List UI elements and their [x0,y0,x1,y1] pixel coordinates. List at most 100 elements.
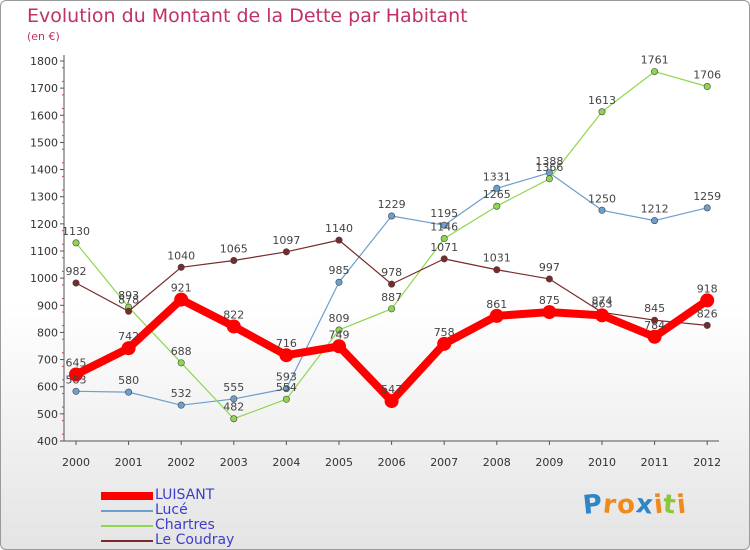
data-label-luc-: 532 [171,387,192,400]
data-label-luisant: 716 [276,337,297,350]
data-label-chartres: 1706 [693,69,721,82]
data-point-chartres [651,68,659,76]
legend-swatch [101,539,153,542]
y-tick-label: 1700 [30,82,58,95]
data-point-chartres [72,239,80,247]
data-label-luisant: 749 [329,328,350,341]
data-point-luisant [279,348,294,363]
data-label-le-coudray: 1031 [483,252,511,265]
chart-title: Evolution du Montant de la Dette par Hab… [27,5,468,27]
legend-label: Chartres [155,517,215,533]
data-point-le-coudray [177,263,185,271]
data-label-chartres: 1146 [430,221,458,234]
data-point-luisant [489,308,504,323]
data-label-chartres: 1265 [483,188,511,201]
x-tick-label: 2008 [483,456,511,469]
data-label-le-coudray: 1071 [430,241,458,254]
data-label-le-coudray: 1097 [272,234,300,247]
data-label-luisant: 921 [171,282,192,295]
data-point-le-coudray [440,255,448,263]
data-point-luisant [174,292,189,307]
data-label-chartres: 482 [223,401,244,414]
data-label-luc-: 1212 [641,203,669,216]
data-label-luisant: 822 [223,308,244,321]
x-tick-label: 2007 [430,456,458,469]
x-tick-label: 2010 [588,456,616,469]
data-label-le-coudray: 1065 [220,243,248,256]
data-point-le-coudray [125,307,133,315]
data-label-le-coudray: 978 [381,266,402,279]
data-point-chartres [177,359,185,367]
data-label-chartres: 809 [329,312,350,325]
x-tick-label: 2011 [641,456,669,469]
data-label-le-coudray: 826 [697,307,718,320]
data-point-luisant [384,394,399,409]
data-label-luisant: 742 [118,330,139,343]
data-label-luc-: 1250 [588,192,616,205]
y-tick-label: 1400 [30,164,58,177]
data-point-le-coudray [493,266,501,274]
data-label-luc-: 593 [276,371,297,384]
data-label-luc-: 555 [223,381,244,394]
data-point-le-coudray [703,321,711,329]
proxiti-logo: Proxiti [581,489,689,521]
data-label-chartres: 1761 [641,54,669,67]
data-point-chartres [545,175,553,183]
data-point-luisant [700,293,715,308]
data-label-chartres: 1366 [535,161,563,174]
data-label-luc-: 1195 [430,207,458,220]
data-point-luc- [598,206,606,214]
legend-label: Lucé [155,502,188,518]
legend-item-le-coudray: Le Coudray [101,533,234,548]
data-point-luc- [335,278,343,286]
data-point-le-coudray [545,275,553,283]
data-label-le-coudray: 878 [118,293,139,306]
data-label-luisant: 918 [697,282,718,295]
x-tick-label: 2002 [167,456,195,469]
x-tick-label: 2004 [272,456,300,469]
data-point-le-coudray [335,236,343,244]
legend-swatch [101,509,153,512]
y-tick-label: 1800 [30,55,58,68]
data-label-luc-: 1259 [693,190,721,203]
data-point-le-coudray [72,279,80,287]
data-label-le-coudray: 874 [592,294,613,307]
data-point-chartres [335,326,343,334]
data-point-luisant [595,308,609,323]
data-point-luisant [437,336,452,351]
chart-unit: (en €) [27,30,60,43]
data-label-chartres: 1130 [62,225,90,238]
data-point-le-coudray [388,280,396,288]
data-point-luisant [226,319,241,334]
y-tick-label: 1100 [30,245,58,258]
data-label-le-coudray: 1040 [167,249,195,262]
data-point-chartres [388,305,396,313]
data-label-chartres: 688 [171,345,192,358]
data-label-chartres: 893 [118,289,139,302]
data-point-chartres [440,235,448,243]
y-tick-label: 800 [37,326,58,339]
data-point-luc- [440,221,448,229]
data-point-chartres [282,395,290,403]
data-label-chartres: 1613 [588,94,616,107]
data-label-luc-: 1388 [535,155,563,168]
y-tick-label: 1200 [30,218,58,231]
data-point-chartres [598,108,606,116]
legend-item-luisant: LUISANT [101,488,234,503]
legend-label: Le Coudray [155,532,235,548]
data-label-luc-: 1331 [483,170,511,183]
data-point-luc- [230,395,238,403]
data-label-le-coudray: 845 [644,302,665,315]
data-point-luc- [703,204,711,212]
legend-swatch [101,491,153,500]
data-point-le-coudray [230,256,238,264]
data-label-le-coudray: 997 [539,261,560,274]
data-label-luisant: 547 [381,383,402,396]
y-tick-label: 1600 [30,109,58,122]
data-label-luisant: 863 [592,297,613,310]
data-point-luisant [332,339,346,354]
data-point-chartres [703,83,711,91]
data-label-luc-: 985 [329,264,350,277]
